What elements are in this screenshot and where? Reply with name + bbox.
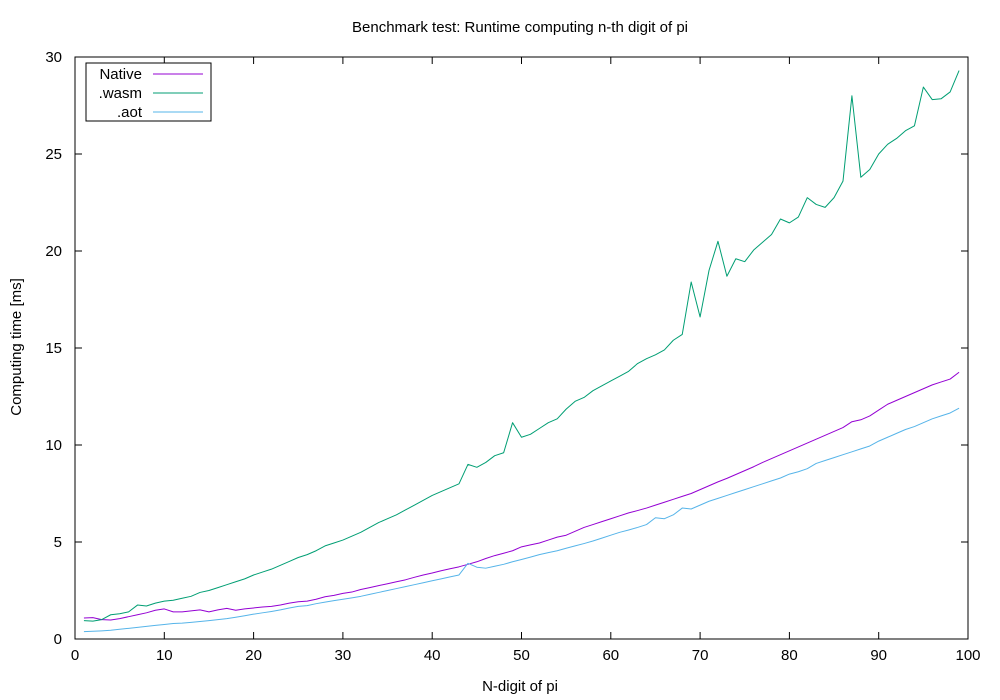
series-line-wasm <box>83 70 960 622</box>
y-tick-label: 25 <box>45 146 62 163</box>
y-tick-label: 30 <box>45 49 62 66</box>
x-tick-label: 30 <box>335 647 352 664</box>
x-tick-label: 90 <box>870 647 887 664</box>
plot-frame <box>74 56 969 640</box>
legend: Native .wasm .aot <box>85 62 212 122</box>
x-tick-label: 100 <box>955 647 980 664</box>
chart-title: Benchmark test: Runtime computing n-th d… <box>352 19 688 36</box>
y-tick-label: 20 <box>45 243 62 260</box>
x-tick-label: 70 <box>692 647 709 664</box>
x-tick-label: 40 <box>424 647 441 664</box>
y-axis-ticks: 0 5 10 15 20 25 30 <box>45 49 968 648</box>
legend-label-wasm: .wasm <box>99 85 142 102</box>
legend-label-aot: .aot <box>117 104 143 121</box>
series-line-native <box>83 371 960 621</box>
legend-label-native: Native <box>99 66 142 83</box>
series-lines <box>83 70 960 633</box>
x-tick-label: 50 <box>513 647 530 664</box>
x-axis-label: N-digit of pi <box>482 678 558 695</box>
x-axis-ticks: 0 10 20 30 40 50 60 70 80 90 100 <box>71 57 981 664</box>
x-tick-label: 80 <box>781 647 798 664</box>
x-tick-label: 10 <box>156 647 173 664</box>
x-tick-label: 60 <box>602 647 619 664</box>
y-tick-label: 10 <box>45 437 62 454</box>
y-tick-label: 0 <box>54 631 62 648</box>
series-line-aot <box>83 407 960 633</box>
legend-box <box>85 62 212 122</box>
x-tick-label: 0 <box>71 647 79 664</box>
y-tick-label: 15 <box>45 340 62 357</box>
y-tick-label: 5 <box>54 534 62 551</box>
x-tick-label: 20 <box>245 647 262 664</box>
y-axis-label: Computing time [ms] <box>8 278 25 416</box>
